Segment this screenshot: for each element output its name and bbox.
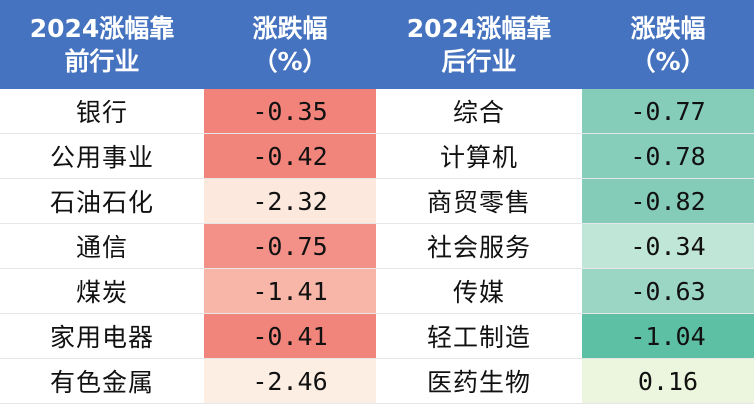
right-industry-name: 计算机 <box>376 133 582 179</box>
header-row: 2024涨幅靠 前行业 涨跌幅 （%） 2024涨幅靠 后行业 涨跌幅 （%） <box>0 0 754 89</box>
right-change-value: -0.63 <box>582 268 754 314</box>
header-right-industry-line2: 后行业 <box>441 46 517 76</box>
left-industry-name: 通信 <box>0 223 204 269</box>
header-right-industry: 2024涨幅靠 后行业 <box>376 0 582 89</box>
left-change-value: -0.42 <box>204 133 376 179</box>
right-change-value: -0.82 <box>582 178 754 224</box>
left-industry-name: 有色金属 <box>0 358 204 404</box>
right-change-value: -0.34 <box>582 223 754 269</box>
right-change-value: -0.77 <box>582 89 754 134</box>
table-row: 煤炭 -1.41 传媒 -0.63 <box>0 268 754 314</box>
header-left-industry-line2: 前行业 <box>64 46 140 76</box>
right-industry-name: 传媒 <box>376 268 582 314</box>
left-industry-name: 公用事业 <box>0 133 204 179</box>
left-change-value: -1.41 <box>204 268 376 314</box>
header-left-change-line2: （%） <box>252 46 328 76</box>
header-right-change: 涨跌幅 （%） <box>582 0 754 89</box>
header-right-change-line1: 涨跌幅 <box>630 13 706 43</box>
header-right-change-line2: （%） <box>630 46 706 76</box>
right-industry-name: 综合 <box>376 89 582 134</box>
table-row: 石油石化 -2.32 商贸零售 -0.82 <box>0 178 754 224</box>
right-change-value: -1.04 <box>582 313 754 359</box>
left-industry-name: 石油石化 <box>0 178 204 224</box>
table-row: 银行 -0.35 综合 -0.77 <box>0 89 754 134</box>
header-right-industry-line1: 2024涨幅靠 <box>406 13 552 43</box>
table-row: 通信 -0.75 社会服务 -0.34 <box>0 223 754 269</box>
right-industry-name: 医药生物 <box>376 358 582 404</box>
right-industry-name: 商贸零售 <box>376 178 582 224</box>
left-change-value: -2.46 <box>204 358 376 404</box>
header-left-change: 涨跌幅 （%） <box>204 0 376 89</box>
table-row: 有色金属 -2.46 医药生物 0.16 <box>0 358 754 404</box>
right-industry-name: 轻工制造 <box>376 313 582 359</box>
header-left-change-line1: 涨跌幅 <box>252 13 328 43</box>
left-industry-name: 煤炭 <box>0 268 204 314</box>
right-industry-name: 社会服务 <box>376 223 582 269</box>
left-change-value: -2.32 <box>204 178 376 224</box>
left-change-value: -0.35 <box>204 89 376 134</box>
table-row: 家用电器 -0.41 轻工制造 -1.04 <box>0 313 754 359</box>
header-left-industry-line1: 2024涨幅靠 <box>29 13 175 43</box>
left-industry-name: 银行 <box>0 89 204 134</box>
header-left-industry: 2024涨幅靠 前行业 <box>0 0 204 89</box>
right-change-value: -0.78 <box>582 133 754 179</box>
left-change-value: -0.41 <box>204 313 376 359</box>
right-change-value: 0.16 <box>582 358 754 404</box>
left-industry-name: 家用电器 <box>0 313 204 359</box>
table-row: 公用事业 -0.42 计算机 -0.78 <box>0 133 754 179</box>
left-change-value: -0.75 <box>204 223 376 269</box>
